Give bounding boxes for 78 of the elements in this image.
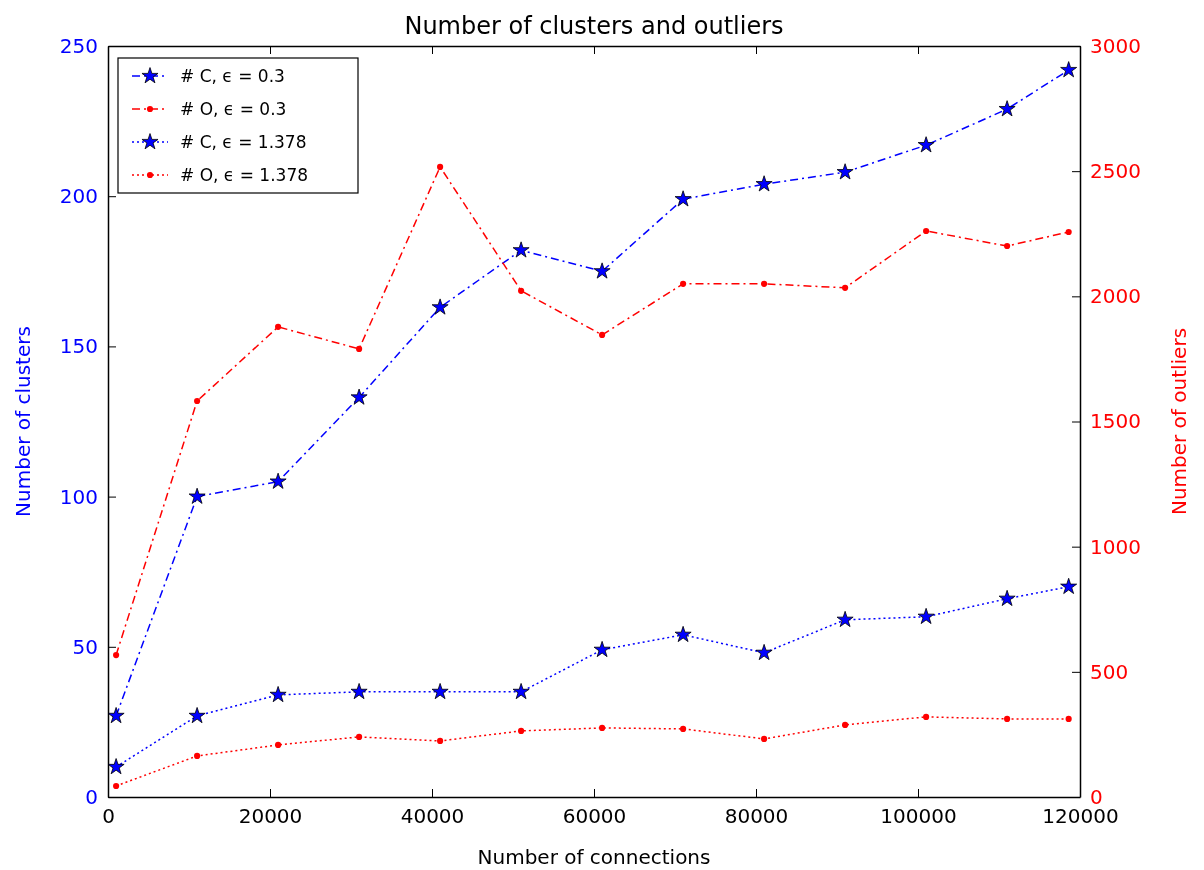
- point: [1004, 715, 1011, 722]
- y-tick-label: 150: [59, 334, 98, 359]
- legend-label: # O, ϵ = 1.378: [180, 165, 309, 185]
- point: [755, 643, 773, 661]
- point: [836, 610, 854, 627]
- point: [1065, 715, 1072, 722]
- legend-label: # C, ϵ = 1.378: [180, 132, 307, 152]
- point: [437, 163, 444, 170]
- point: [512, 683, 530, 700]
- y-tick-label: 250: [59, 33, 98, 58]
- point: [275, 741, 282, 749]
- y-tick-label: 100: [59, 484, 98, 509]
- point: [1060, 577, 1078, 594]
- point: [518, 727, 525, 734]
- point: [275, 323, 282, 330]
- x-axis-title: Number of connections: [477, 845, 711, 869]
- y-tick-label: 200: [59, 184, 98, 209]
- point: [194, 397, 201, 405]
- point: [674, 625, 692, 643]
- point: [518, 287, 525, 294]
- y-axis-title: Number of clusters: [11, 326, 35, 517]
- y2-tick-label: 1500: [1090, 409, 1141, 434]
- point: [923, 713, 930, 720]
- point: [350, 388, 368, 405]
- y2-tick-label: 2500: [1090, 159, 1141, 184]
- point: [998, 589, 1016, 606]
- legend-label: # C, ϵ = 0.3: [180, 66, 285, 86]
- point: [755, 175, 773, 192]
- point: [356, 733, 363, 740]
- point: [188, 707, 206, 724]
- point: [599, 724, 606, 731]
- point: [188, 487, 206, 504]
- y2-tick-label: 1000: [1090, 534, 1141, 559]
- point: [1004, 242, 1011, 250]
- point: [674, 190, 692, 207]
- point: [269, 686, 287, 703]
- x-tick-label: 80000: [724, 804, 789, 829]
- point: [107, 758, 125, 775]
- point: [350, 683, 368, 700]
- point: [593, 262, 611, 279]
- y2-tick-label: 3000: [1090, 33, 1141, 58]
- point: [917, 136, 935, 153]
- point: [998, 100, 1016, 117]
- x-tick-label: 20000: [238, 804, 303, 829]
- point: [599, 331, 606, 338]
- point: [761, 280, 768, 287]
- point: [842, 284, 849, 291]
- point: [680, 725, 687, 732]
- y-tick-label: 50: [72, 634, 98, 659]
- point: [923, 227, 930, 235]
- point: [512, 241, 530, 258]
- x-tick-label: 100000: [880, 804, 957, 829]
- legend-label: # O, ϵ = 0.3: [180, 99, 287, 119]
- point: [431, 298, 449, 315]
- point: [356, 345, 363, 352]
- y-tick-label: 0: [85, 784, 98, 809]
- point: [269, 472, 287, 489]
- x-tick-label: 40000: [400, 804, 465, 829]
- point: [113, 782, 120, 790]
- point: [113, 651, 120, 659]
- point: [1060, 61, 1078, 78]
- y2-tick-label: 500: [1090, 659, 1129, 684]
- point: [680, 280, 687, 287]
- point: [761, 735, 768, 743]
- point: [1065, 228, 1072, 236]
- point: [836, 163, 854, 180]
- point: [917, 607, 935, 624]
- chart-title: Number of clusters and outliers: [404, 12, 784, 40]
- point: [107, 707, 125, 724]
- x-tick-label: 60000: [562, 804, 627, 829]
- y2-tick-label: 2000: [1090, 284, 1141, 309]
- x-tick-label: 0: [102, 804, 115, 829]
- y2-axis-title: Number of outliers: [1167, 327, 1191, 516]
- point: [842, 721, 849, 728]
- point: [593, 640, 611, 658]
- point: [437, 737, 444, 745]
- point: [431, 683, 449, 700]
- point: [194, 752, 201, 760]
